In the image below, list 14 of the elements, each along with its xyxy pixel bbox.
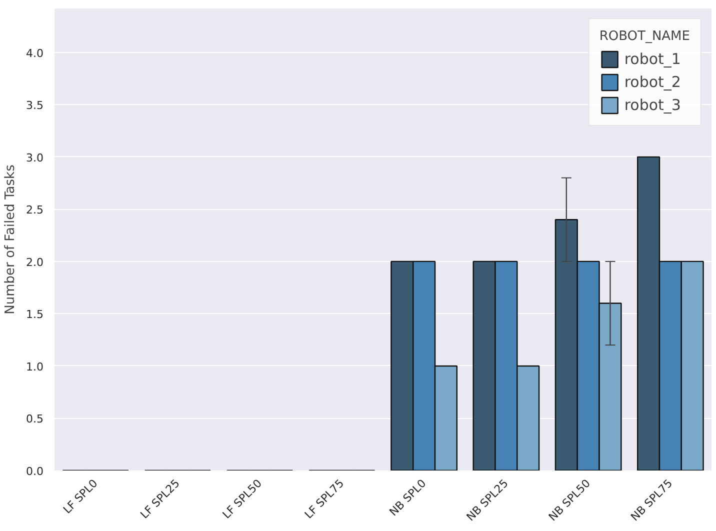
legend-label: robot_1 — [624, 50, 681, 68]
y-tick-label: 2.5 — [26, 204, 44, 217]
y-tick-label: 0.0 — [26, 465, 44, 478]
y-tick-label: 0.5 — [26, 412, 44, 426]
y-tick-label: 3.5 — [26, 99, 44, 112]
legend-title: ROBOT_NAME — [599, 29, 690, 44]
legend-label: robot_3 — [624, 96, 681, 114]
y-tick-label: 1.0 — [26, 360, 44, 374]
y-tick-label: 1.5 — [26, 308, 44, 322]
legend-label: robot_2 — [624, 73, 681, 91]
y-tick-label: 4.0 — [26, 46, 44, 60]
y-tick-label: 2.0 — [26, 256, 44, 269]
y-axis-title: Number of Failed Tasks — [3, 164, 18, 314]
y-tick-label: 3.0 — [26, 151, 44, 164]
